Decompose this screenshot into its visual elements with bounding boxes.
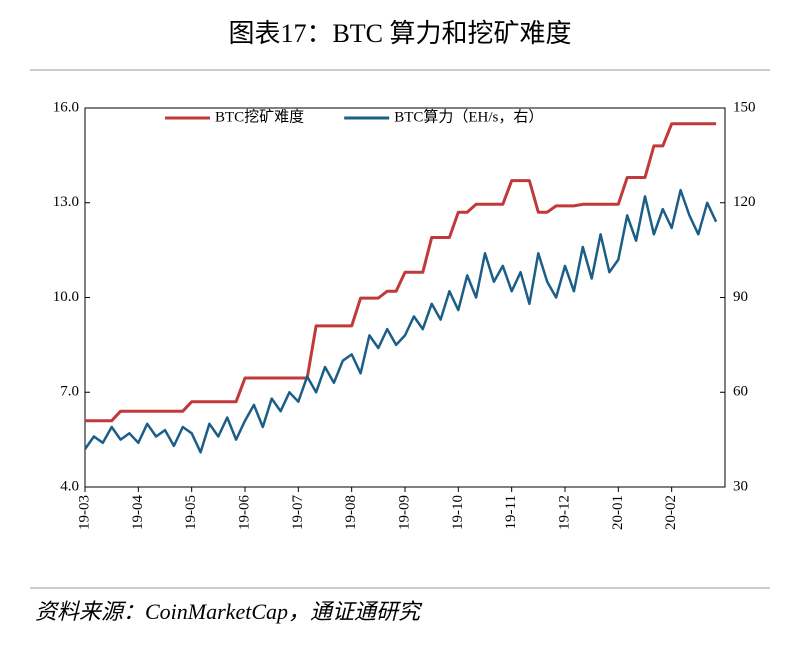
x-tick-label: 19-12 [556,495,572,530]
x-tick-label: 19-10 [450,495,466,530]
x-tick-label: 19-08 [343,495,359,530]
legend-label: BTC算力（EH/s，右） [394,107,543,125]
y2-tick-label: 150 [733,99,756,115]
x-tick-label: 19-07 [290,495,306,530]
y2-tick-label: 30 [733,478,748,494]
x-tick-label: 20-01 [610,495,626,530]
y-tick-label: 13.0 [53,194,79,210]
series-line [83,188,718,454]
y2-tick-label: 60 [733,384,748,400]
x-tick-label: 19-09 [396,495,412,530]
y-tick-label: 7.0 [60,384,79,400]
x-tick-label: 19-03 [76,495,92,530]
chart-title: 图表17：BTC 算力和挖矿难度 [228,19,571,48]
x-tick-label: 20-02 [663,495,679,530]
legend-label: BTC挖矿难度 [215,108,304,125]
source-note: 资料来源：CoinMarketCap，通证通研究 [35,599,423,624]
y2-tick-label: 120 [733,194,756,210]
x-tick-label: 19-04 [130,495,146,530]
y-tick-label: 10.0 [53,289,79,305]
y-tick-label: 4.0 [60,478,79,494]
x-tick-label: 19-06 [236,495,252,530]
x-tick-label: 19-05 [183,495,199,530]
series-line [85,122,717,423]
y-tick-label: 16.0 [53,99,79,115]
x-tick-label: 19-11 [503,495,519,529]
y2-tick-label: 90 [733,289,748,305]
